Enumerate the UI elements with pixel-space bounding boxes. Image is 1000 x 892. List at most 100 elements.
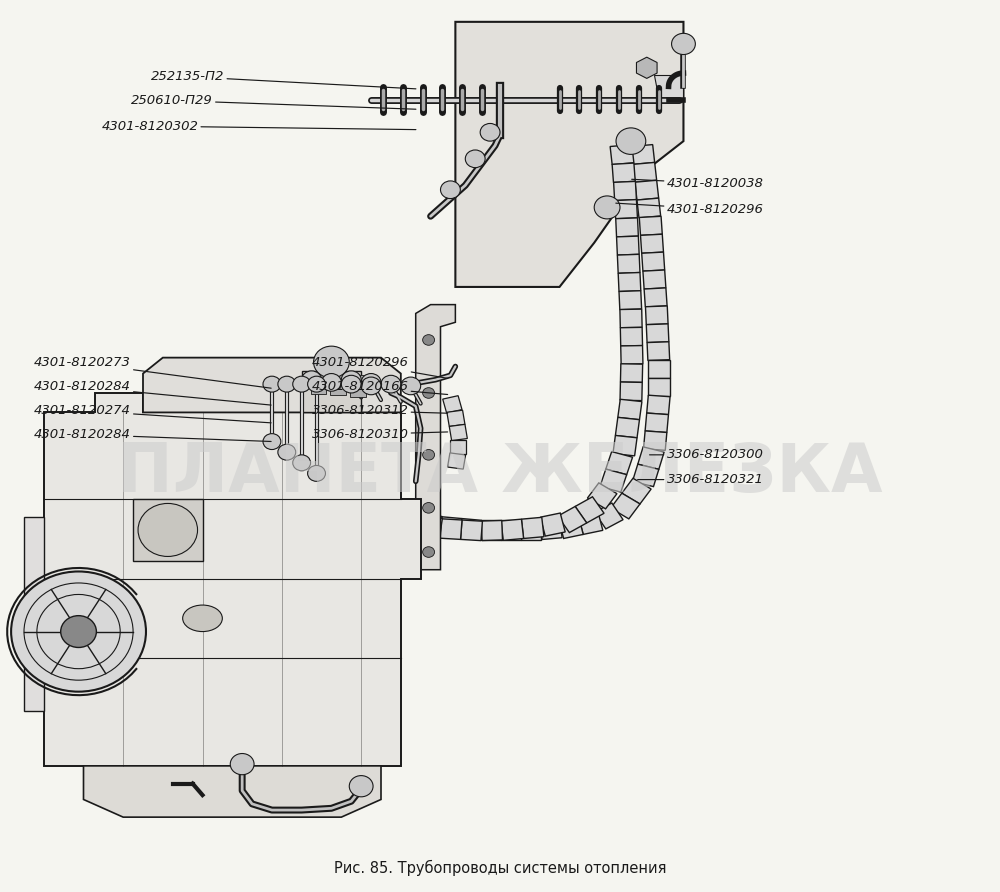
Circle shape (616, 128, 646, 154)
Polygon shape (647, 395, 670, 415)
Polygon shape (460, 518, 482, 540)
Polygon shape (611, 493, 640, 519)
Text: 4301-8120296: 4301-8120296 (312, 357, 448, 378)
Circle shape (308, 466, 325, 482)
Polygon shape (620, 382, 642, 401)
Polygon shape (632, 464, 659, 487)
Circle shape (480, 123, 500, 141)
Polygon shape (455, 21, 683, 287)
Polygon shape (419, 516, 442, 538)
Text: 4301-8120284: 4301-8120284 (34, 380, 271, 405)
Polygon shape (302, 371, 361, 412)
Text: 4301-8120284: 4301-8120284 (34, 428, 271, 442)
Polygon shape (646, 324, 669, 343)
Polygon shape (642, 252, 665, 271)
Circle shape (594, 196, 620, 219)
Polygon shape (638, 447, 664, 469)
Polygon shape (633, 162, 657, 182)
Polygon shape (621, 345, 643, 364)
Circle shape (61, 615, 96, 648)
Circle shape (465, 150, 485, 168)
Polygon shape (640, 235, 663, 253)
Text: 3306-8120321: 3306-8120321 (638, 473, 763, 486)
Polygon shape (648, 360, 670, 378)
Polygon shape (540, 513, 565, 536)
Polygon shape (631, 145, 655, 164)
Text: 252135-П2: 252135-П2 (151, 70, 416, 89)
Polygon shape (620, 364, 643, 383)
Circle shape (263, 376, 281, 392)
Polygon shape (481, 520, 502, 541)
Polygon shape (618, 273, 641, 292)
Polygon shape (606, 451, 633, 475)
Text: 3306-8120312: 3306-8120312 (312, 404, 448, 417)
Polygon shape (416, 304, 455, 570)
Polygon shape (645, 306, 668, 325)
Circle shape (322, 374, 341, 392)
Circle shape (440, 181, 460, 199)
Bar (311, 373, 326, 394)
Text: 4301-8120166: 4301-8120166 (312, 380, 448, 394)
Polygon shape (612, 163, 635, 183)
Polygon shape (521, 520, 541, 540)
Polygon shape (647, 342, 670, 360)
Circle shape (341, 376, 361, 393)
Polygon shape (614, 181, 636, 201)
Polygon shape (610, 145, 634, 165)
Polygon shape (639, 216, 662, 235)
Polygon shape (587, 483, 617, 508)
Polygon shape (575, 497, 604, 523)
Polygon shape (616, 218, 638, 237)
Circle shape (361, 377, 381, 395)
Circle shape (308, 376, 325, 392)
Polygon shape (44, 393, 421, 766)
Text: 3306-8120300: 3306-8120300 (650, 449, 763, 461)
Polygon shape (600, 469, 627, 492)
Text: 4301-8120302: 4301-8120302 (101, 120, 416, 133)
Circle shape (672, 33, 695, 54)
Polygon shape (133, 499, 203, 561)
Polygon shape (24, 516, 44, 711)
Polygon shape (617, 236, 639, 255)
Polygon shape (559, 516, 583, 539)
Circle shape (278, 444, 296, 460)
Polygon shape (440, 519, 462, 540)
Polygon shape (448, 453, 466, 469)
Circle shape (349, 776, 373, 797)
Polygon shape (654, 75, 683, 102)
Polygon shape (615, 417, 639, 438)
Text: 4301-8120274: 4301-8120274 (34, 404, 271, 423)
Circle shape (423, 388, 435, 399)
Circle shape (293, 455, 311, 471)
Polygon shape (635, 180, 659, 200)
Polygon shape (648, 378, 670, 396)
Circle shape (341, 371, 361, 389)
Circle shape (302, 371, 322, 389)
Ellipse shape (183, 605, 222, 632)
Polygon shape (620, 310, 642, 327)
Polygon shape (481, 520, 501, 540)
Polygon shape (501, 519, 524, 541)
Polygon shape (449, 425, 467, 441)
Circle shape (423, 450, 435, 460)
Polygon shape (439, 516, 462, 538)
Text: 250610-П29: 250610-П29 (131, 94, 416, 109)
Polygon shape (450, 440, 466, 454)
Circle shape (293, 376, 311, 392)
Polygon shape (521, 517, 544, 539)
Circle shape (230, 754, 254, 775)
Text: 4301-8120273: 4301-8120273 (34, 357, 271, 388)
Polygon shape (645, 413, 668, 433)
Text: 3306-8120310: 3306-8120310 (312, 428, 448, 441)
Polygon shape (578, 511, 603, 534)
Circle shape (423, 502, 435, 513)
Polygon shape (443, 396, 462, 413)
Circle shape (423, 547, 435, 558)
Text: 4301-8120296: 4301-8120296 (616, 202, 763, 216)
Polygon shape (558, 507, 587, 533)
Bar (350, 376, 366, 397)
Polygon shape (643, 270, 666, 289)
Polygon shape (620, 327, 643, 346)
Polygon shape (595, 503, 623, 529)
Polygon shape (419, 514, 442, 536)
